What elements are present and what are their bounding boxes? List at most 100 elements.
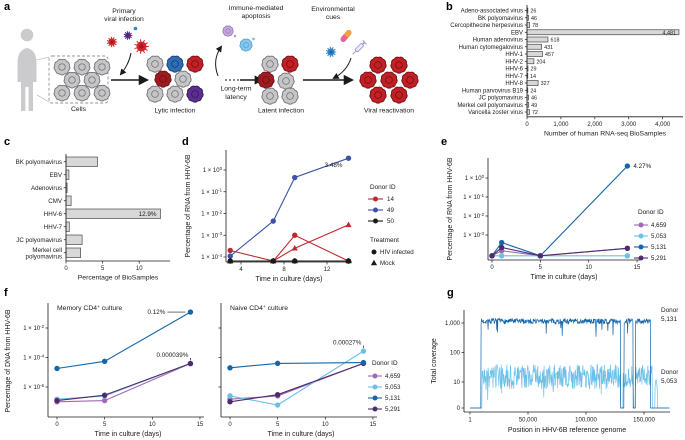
x-tick-label: 10: [585, 265, 592, 271]
series-line: [56, 362, 191, 402]
y-tick-label: 1 × 10-2: [23, 324, 44, 332]
marker-circle: [372, 373, 378, 379]
y-tick-label: 1 × 10-6: [23, 383, 44, 391]
marker-circle: [624, 245, 631, 251]
y-tick-label: 1 × 10-2: [201, 209, 222, 217]
cell-gray-icon: [166, 85, 184, 103]
series-line: [229, 362, 364, 403]
annotation: 0.000039%: [157, 352, 189, 359]
bar: [526, 29, 680, 36]
trace-label: 5,131: [661, 316, 677, 323]
coverage-trace-5053: [470, 363, 670, 409]
marker-circle: [227, 393, 233, 399]
marker-circle: [187, 309, 194, 315]
series-line: [229, 362, 364, 400]
value-label: 457: [545, 52, 554, 58]
virus-icon: [133, 26, 138, 31]
panel-label-e: e: [441, 136, 448, 148]
x-tick-label: 0: [55, 422, 59, 428]
marker-circle: [638, 233, 644, 239]
arrow-apoptosis: [215, 45, 223, 77]
value-label: 49: [531, 103, 537, 109]
x-axis-label: Time in culture (days): [255, 276, 322, 283]
panel-e-legend: Donor ID 4,659 5,053 5,131 5,291: [634, 209, 667, 262]
latency-label: Long-term: [221, 86, 252, 93]
cell-gray-icon: [281, 87, 299, 105]
category-label: EBV: [50, 172, 63, 179]
marker-triangle: [227, 257, 234, 264]
marker-circle: [498, 253, 505, 259]
cell-gray-icon: [146, 55, 164, 73]
x-tick-label: 10: [149, 422, 156, 428]
cell-darkred-icon: [257, 71, 275, 89]
category-label: Merkel cell polyomavirus: [26, 247, 62, 261]
value-label: 431: [544, 45, 553, 51]
x-axis-label: Time in culture (days): [530, 274, 597, 281]
x-axis-label: Position in HHV-6B reference genome: [508, 427, 626, 434]
legend-title: Donor ID: [638, 209, 664, 216]
primary-infection-label: viral infection: [104, 16, 144, 23]
x-tick-label: 4: [239, 267, 243, 273]
x-tick-label: 100,000: [575, 418, 597, 424]
marker-circle: [372, 384, 378, 390]
person-icon: [17, 48, 37, 111]
bar: [65, 234, 83, 245]
category-label: Varicella zoster virus: [468, 110, 523, 116]
cell-red-icon: [390, 56, 408, 74]
category-label: Human adenovirus: [473, 38, 523, 44]
value-label: 72: [532, 110, 538, 116]
cell-lightblue-icon: [239, 38, 253, 52]
marker-circle: [227, 399, 233, 405]
legend-label: 14: [387, 196, 394, 203]
cell-gray-icon: [277, 72, 295, 90]
category-label: HHV-6: [44, 211, 63, 218]
marker-circle: [274, 402, 281, 408]
value-label: 29: [530, 67, 536, 73]
legend-title: Treatment: [370, 237, 399, 244]
category-label: EBV: [511, 30, 523, 36]
virus-icon: [108, 38, 116, 46]
bar: [65, 247, 81, 258]
bar-annotation: 12.9%: [139, 211, 157, 218]
cell-gray-icon: [53, 58, 71, 76]
x-tick-label: 150,000: [633, 418, 655, 424]
category-label: Merkel cell polyomavirus: [457, 103, 523, 109]
marker-circle: [371, 249, 377, 255]
marker-circle: [270, 218, 276, 224]
category-label: Adeno-associated virus: [461, 9, 523, 15]
annotation: 0.12%: [148, 309, 166, 316]
apoptosis-label: apoptosis: [241, 13, 271, 20]
panel-label-f: f: [4, 287, 8, 299]
marker-circle: [187, 360, 194, 367]
marker-circle: [101, 358, 108, 365]
marker-circle: [373, 196, 378, 202]
y-axis-label: Total coverage: [431, 338, 438, 384]
value-label: 26: [530, 9, 536, 15]
cell-gray-icon: [83, 71, 101, 89]
bar: [526, 36, 549, 43]
legend-label: 5,291: [651, 255, 667, 262]
marker-circle: [101, 392, 108, 398]
cell-gray-icon: [261, 87, 279, 105]
coverage-trace-5131: [470, 317, 670, 409]
panel-f-legend: Donor ID 4,659 5,053 5,131 5,291: [368, 360, 401, 413]
marker-circle: [54, 365, 60, 372]
cues-label: cues: [326, 14, 341, 21]
y-tick-label: 10: [453, 380, 460, 386]
category-label: JC polyomavirus: [16, 237, 62, 244]
marker-circle: [227, 247, 233, 254]
cell-red-icon: [369, 56, 387, 74]
lytic-infection-label: Lytic infection: [155, 108, 196, 115]
value-label: 46: [531, 16, 537, 22]
annotation: 3.48%: [325, 162, 343, 169]
cell-gray-icon: [174, 70, 192, 88]
x-tick-label: 0: [228, 422, 232, 428]
x-tick-label: 0: [64, 266, 68, 272]
y-tick-label: 1 × 10-1: [463, 193, 484, 201]
legend-label: HIV infected: [380, 249, 414, 256]
cell-purple-icon: [186, 85, 204, 103]
x-tick-label: 3,000: [621, 122, 637, 128]
legend-label: 5,131: [385, 395, 401, 402]
